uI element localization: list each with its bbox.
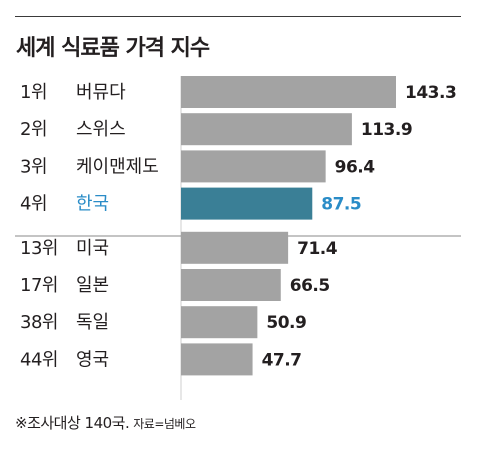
- rank-label: 17위: [20, 275, 58, 296]
- bar: [181, 76, 396, 108]
- category-label: 한국: [76, 194, 109, 215]
- value-label: 87.5: [321, 195, 361, 215]
- value-label: 143.3: [405, 83, 456, 103]
- source-credit: 자료=넘베오: [133, 417, 196, 431]
- rank-label: 13위: [20, 238, 58, 259]
- rank-label: 4위: [20, 194, 47, 215]
- bar: [181, 306, 258, 339]
- value-label: 47.7: [262, 350, 302, 370]
- category-label: 독일: [76, 312, 109, 333]
- bar: [181, 343, 253, 376]
- bar: [181, 113, 352, 146]
- bar: [181, 231, 289, 264]
- category-label: 미국: [76, 238, 109, 259]
- value-label: 50.9: [266, 313, 306, 333]
- rank-label: 44위: [20, 349, 58, 370]
- category-label: 케이맨제도: [76, 156, 159, 177]
- category-label: 버뮤다: [76, 82, 126, 103]
- rank-label: 2위: [20, 119, 47, 140]
- value-label: 113.9: [361, 120, 412, 140]
- footnote-note: ※조사대상 140국.: [15, 414, 130, 432]
- category-label: 스위스: [76, 119, 126, 140]
- bar: [181, 150, 326, 183]
- rank-label: 1위: [20, 82, 47, 103]
- category-label: 영국: [76, 349, 109, 370]
- rank-label: 38위: [20, 312, 58, 333]
- footnote: ※조사대상 140국. 자료=넘베오: [15, 412, 196, 433]
- value-label: 96.4: [335, 157, 376, 177]
- bar: [181, 269, 281, 301]
- value-label: 66.5: [290, 276, 330, 296]
- category-label: 일본: [76, 275, 109, 296]
- chart-title: 세계 식료품 가격 지수: [16, 36, 210, 61]
- rank-label: 3위: [20, 156, 47, 177]
- value-label: 71.4: [297, 239, 338, 259]
- bar: [181, 187, 313, 220]
- top-rule: [15, 16, 461, 17]
